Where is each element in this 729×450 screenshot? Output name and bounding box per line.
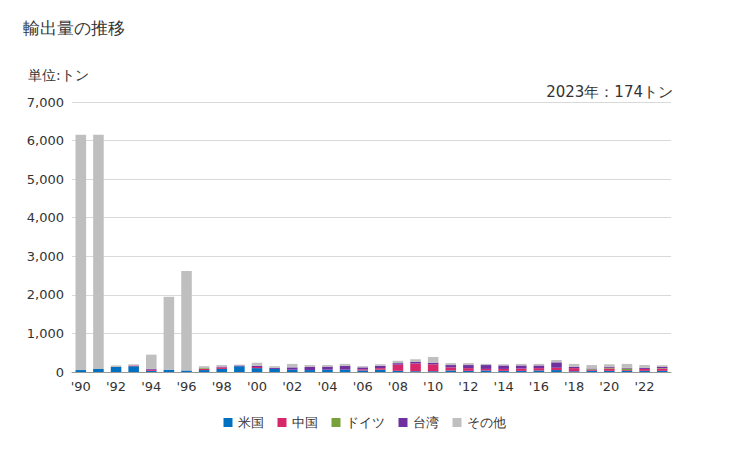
svg-text:7,000: 7,000 <box>27 95 64 110</box>
svg-text:輸出量の推移: 輸出量の推移 <box>23 18 125 38</box>
svg-text:台湾: 台湾 <box>413 415 439 430</box>
svg-text:'08: '08 <box>388 379 408 394</box>
svg-text:'00: '00 <box>247 379 267 394</box>
svg-text:単位:トン: 単位:トン <box>28 67 89 83</box>
svg-text:ドイツ: ドイツ <box>346 415 385 430</box>
svg-text:4,000: 4,000 <box>27 210 64 225</box>
svg-text:'06: '06 <box>353 379 373 394</box>
svg-text:'10: '10 <box>423 379 443 394</box>
svg-text:5,000: 5,000 <box>27 172 64 187</box>
svg-text:1,000: 1,000 <box>27 326 64 341</box>
svg-text:米国: 米国 <box>238 415 264 430</box>
svg-text:'02: '02 <box>282 379 302 394</box>
svg-text:0: 0 <box>56 365 64 380</box>
svg-text:'92: '92 <box>106 379 126 394</box>
svg-text:2023年：174トン: 2023年：174トン <box>546 83 673 101</box>
svg-text:'22: '22 <box>635 379 655 394</box>
svg-text:中国: 中国 <box>292 415 318 430</box>
svg-text:6,000: 6,000 <box>27 133 64 148</box>
svg-text:'16: '16 <box>529 379 549 394</box>
svg-text:3,000: 3,000 <box>27 249 64 264</box>
svg-text:'20: '20 <box>599 379 619 394</box>
svg-text:'18: '18 <box>564 379 584 394</box>
svg-text:'98: '98 <box>212 379 232 394</box>
svg-text:'90: '90 <box>71 379 91 394</box>
svg-text:'04: '04 <box>317 379 337 394</box>
svg-text:2,000: 2,000 <box>27 287 64 302</box>
svg-text:'14: '14 <box>494 379 514 394</box>
svg-text:'94: '94 <box>141 379 161 394</box>
svg-text:'12: '12 <box>458 379 478 394</box>
svg-text:'96: '96 <box>176 379 196 394</box>
svg-text:その他: その他 <box>467 415 506 430</box>
